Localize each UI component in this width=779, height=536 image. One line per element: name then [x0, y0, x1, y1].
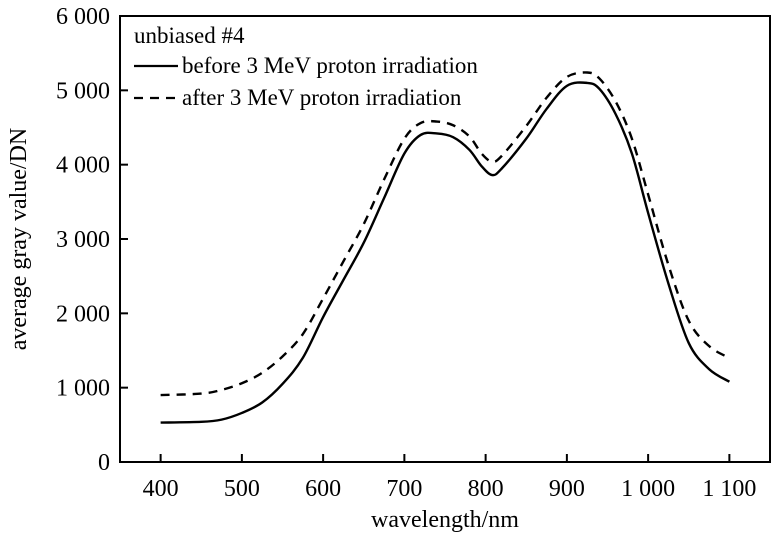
x-tick-label: 800 [468, 476, 504, 502]
legend-label-after: after 3 MeV proton irradiation [182, 85, 462, 110]
series-layer [160, 71, 731, 424]
x-tick-label: 400 [143, 476, 179, 502]
y-tick-label: 6 000 [56, 4, 110, 30]
legend-label-before: before 3 MeV proton irradiation [182, 53, 478, 78]
x-axis: 400 500 600 700 800 900 1 000 1 100 [143, 454, 756, 502]
x-axis-title: wavelength/nm [371, 507, 519, 533]
x-tick-label: 500 [224, 476, 260, 502]
y-tick-label: 1 000 [56, 376, 110, 402]
y-tick-label: 4 000 [56, 153, 110, 179]
x-tick-label: 1 000 [621, 476, 675, 502]
x-tick-label: 700 [386, 476, 422, 502]
y-axis: 0 1 000 2 000 3 000 4 000 5 000 6 000 [56, 4, 128, 476]
y-tick-label: 0 [98, 450, 110, 476]
x-tick-label: 1 100 [702, 476, 756, 502]
plot-frame [119, 15, 771, 463]
y-tick-label: 5 000 [56, 78, 110, 104]
series-line-after [160, 71, 730, 397]
x-tick-label: 600 [305, 476, 341, 502]
y-axis-title: average gray value/DN [6, 128, 32, 351]
y-tick-label: 3 000 [56, 227, 110, 253]
legend: unbiased #4 before 3 MeV proton irradiat… [134, 23, 478, 110]
x-tick-label: 900 [549, 476, 585, 502]
y-tick-label: 2 000 [56, 301, 110, 327]
series-line-before [160, 81, 731, 424]
legend-title: unbiased #4 [134, 23, 245, 48]
